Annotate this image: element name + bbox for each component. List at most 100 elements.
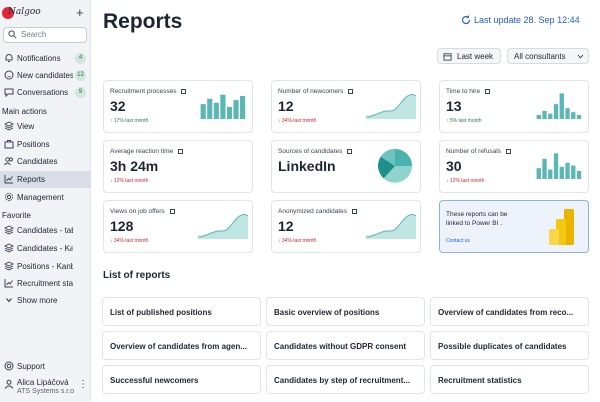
reports-list-heading: List of reports [103, 270, 171, 281]
sidebar-item-label: Notifications [17, 54, 61, 63]
kpi-card-value: 12 [278, 98, 294, 114]
sidebar-item-management[interactable]: Management [0, 189, 91, 206]
consultants-select[interactable]: All consultants [507, 48, 589, 64]
app-logo[interactable]: Nalgoo [2, 6, 41, 20]
arrow-down-icon: ↓ [110, 178, 114, 184]
trend-up: ↑ 5% last month [446, 118, 482, 124]
layers-icon [4, 225, 14, 235]
arrow-up-icon: ↑ [110, 118, 114, 124]
kpi-card[interactable]: Number of newcomers 12 ↓ 34% last month [271, 80, 421, 133]
mini-bar [548, 113, 553, 119]
kpi-card[interactable]: Average reaction time 3h 24m ↓ 12% last mo… [103, 140, 253, 193]
kpi-card[interactable]: Number of refusals 30 ↓ 12% last month [439, 140, 589, 193]
pie-slice [380, 148, 395, 166]
mini-bar [571, 165, 576, 179]
kpi-card-value: 13 [446, 98, 462, 114]
show-more-button[interactable]: Show more [0, 292, 91, 309]
mini-bar [226, 106, 233, 119]
mini-bar [207, 98, 213, 119]
mini-bar [542, 110, 547, 119]
sidebar-item-label: Positions [17, 140, 50, 149]
sidebar-item-label: Candidates [17, 157, 58, 166]
report-link[interactable]: List of published positions [102, 297, 261, 326]
report-link[interactable]: Overview of candidates from agen... [102, 331, 261, 360]
sidebar-item-positions[interactable]: Positions [0, 136, 91, 153]
external-link-icon[interactable] [178, 149, 183, 154]
add-icon[interactable]: + [76, 5, 84, 20]
sidebar-item-label: Conversations [17, 88, 69, 97]
trend-text: 12% last month [113, 178, 149, 184]
sidebar-item-support[interactable]: Support [0, 358, 91, 375]
kpi-card-label: Views on job offers [110, 208, 165, 215]
chevron-down-icon [577, 54, 584, 59]
external-link-icon[interactable] [485, 89, 490, 94]
kpi-card-label: Time to hire [446, 88, 481, 95]
report-link[interactable]: Overview of candidates from reco... [430, 297, 589, 326]
sidebar-item-conversations[interactable]: Conversations 9 [0, 84, 91, 101]
kpi-card[interactable]: Views on job offers 128 ↓ 34% last month [103, 200, 253, 253]
sidebar-item-notifications[interactable]: Notifications 4 [0, 50, 91, 67]
layers-icon [4, 261, 14, 271]
sidebar-item-candidates-kanban[interactable]: Candidates - Kanban [0, 240, 91, 257]
external-link-icon[interactable] [506, 149, 511, 154]
period-select[interactable]: Last week [437, 48, 501, 64]
sidebar-item-label: Candidates - table [17, 226, 73, 235]
mini-bar [559, 166, 564, 179]
layers-icon [4, 121, 14, 131]
external-link-icon[interactable] [348, 89, 353, 94]
external-link-icon[interactable] [352, 209, 357, 214]
mini-bar [565, 162, 570, 179]
arrow-down-icon: ↓ [110, 238, 114, 244]
kpi-card[interactable]: Recruitment processes 32 ↑ 17% last month [103, 80, 253, 133]
mini-bar [220, 94, 226, 119]
mini-bar [536, 114, 541, 119]
sidebar-item-candidates[interactable]: Candidates [0, 153, 91, 170]
external-link-icon[interactable] [181, 89, 186, 94]
kpi-card-label: Number of refusals [446, 148, 501, 155]
mini-bar [536, 168, 541, 179]
mini-bar [200, 104, 206, 119]
report-link[interactable]: Candidates without GDPR consent [266, 331, 425, 360]
sidebar-item-label: Positions - Kanban [17, 262, 73, 271]
report-link[interactable]: Recruitment statistics [430, 365, 589, 394]
user-name: Alica Lipáčová [17, 378, 69, 387]
pie-slice [395, 148, 413, 166]
sidebar-item-new-candidates[interactable]: New candidates 12 [0, 67, 91, 84]
kpi-card[interactable]: Anonymized candidates 12 ↓ 34% last month [271, 200, 421, 253]
power-bi-card[interactable]: These reports can be linked to Power BI … [439, 200, 589, 253]
report-title: List of published positions [110, 308, 212, 317]
sidebar-item-reports[interactable]: Reports [0, 171, 91, 188]
sidebar-item-recruitment-statistics[interactable]: Recruitment statistics [0, 275, 91, 292]
sidebar-item-view[interactable]: View [0, 118, 91, 135]
report-title: Possible duplicates of candidates [438, 342, 567, 351]
kpi-card-label: Anonymized candidates [278, 208, 348, 215]
support-icon [4, 361, 14, 371]
sidebar-item-positions-kanban[interactable]: Positions - Kanban [0, 258, 91, 275]
report-link[interactable]: Basic overview of positions [266, 297, 425, 326]
user-profile[interactable]: Alica Lipáčová ATS Systems s.r.o ⋮ [0, 375, 91, 399]
mini-bar [553, 153, 559, 179]
sidebar-item-candidates-table[interactable]: Candidates - table [0, 222, 91, 239]
external-link-icon[interactable] [170, 209, 175, 214]
kpi-card[interactable]: Time to hire 13 ↑ 5% last month [439, 80, 589, 133]
search-input[interactable]: Search [3, 27, 87, 43]
power-bi-text: These reports can be linked to Power BI … [446, 211, 508, 227]
external-link-icon[interactable] [347, 149, 352, 154]
trend-text: 5% last month [449, 118, 482, 124]
trend-up: ↑ 17% last month [110, 118, 148, 124]
mini-area-line [198, 214, 248, 238]
refresh-icon[interactable] [461, 15, 471, 25]
report-link[interactable]: Possible duplicates of candidates [430, 331, 589, 360]
contact-us-link[interactable]: Contact us [446, 238, 470, 244]
report-link[interactable]: Successful newcomers [102, 365, 261, 394]
more-options-icon[interactable]: ⋮ [78, 379, 88, 390]
mini-bar [576, 114, 582, 119]
mini-area-chart [366, 214, 416, 239]
last-update-link[interactable]: Last update 28. Sep 12:44 [474, 15, 580, 25]
arrow-up-icon: ↑ [446, 118, 450, 124]
sidebar-item-label: Support [17, 362, 46, 371]
report-link[interactable]: Candidates by step of recruitment... [266, 365, 425, 394]
kpi-card[interactable]: Sources of candidates LinkedIn [271, 140, 421, 193]
kpi-card-label: Number of newcomers [278, 88, 344, 95]
trend-down: ↓ 34% last month [278, 118, 316, 124]
